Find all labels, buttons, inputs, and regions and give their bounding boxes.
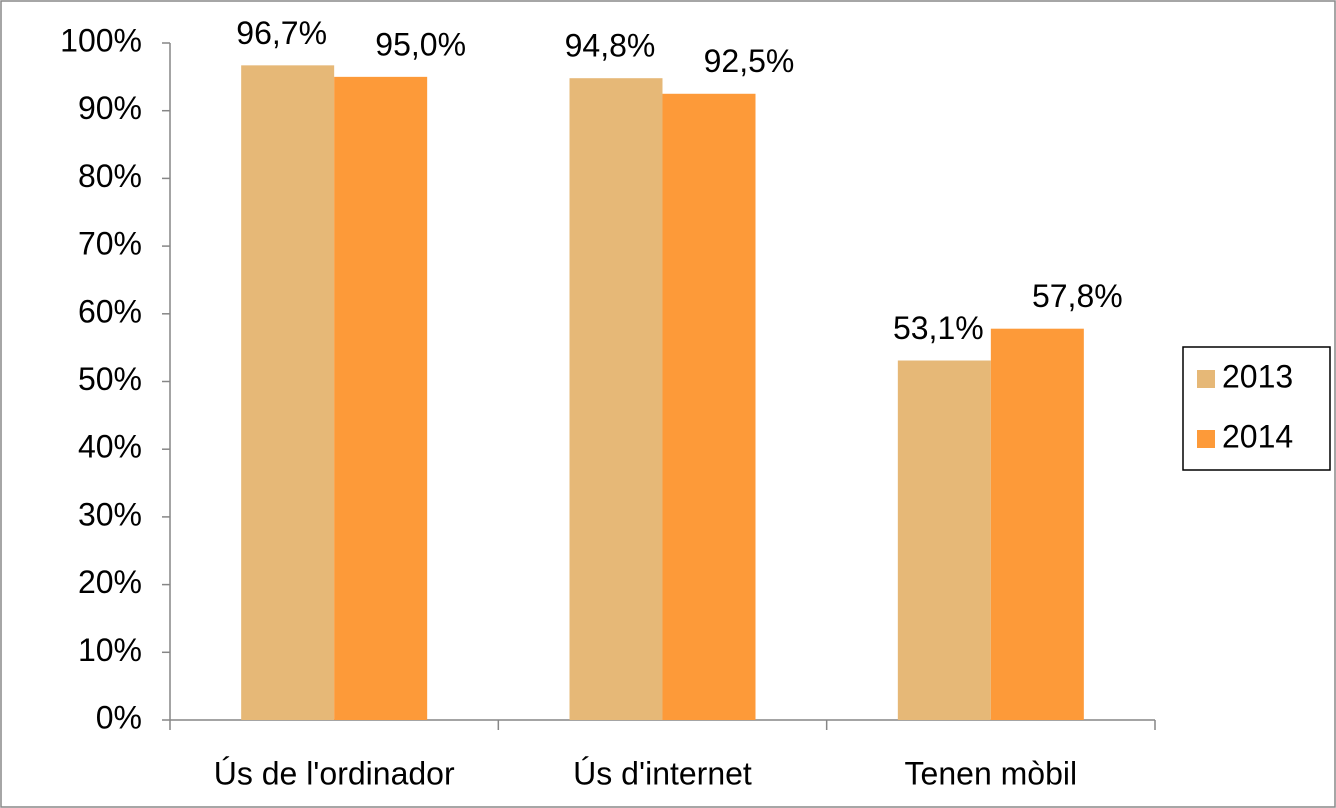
- legend-label: 2013: [1222, 358, 1293, 394]
- y-tick-label: 20%: [78, 564, 142, 600]
- legend: [1182, 346, 1331, 471]
- bar: [334, 76, 428, 721]
- y-tick-label: 50%: [78, 361, 142, 397]
- y-tick-label: 40%: [78, 429, 142, 465]
- legend-swatch: [1197, 430, 1215, 448]
- x-tick-label: Ús de l'ordinador: [214, 755, 455, 791]
- value-label: 94,8%: [565, 28, 656, 64]
- y-tick-label: 90%: [78, 90, 142, 126]
- value-label: 53,1%: [893, 310, 984, 346]
- value-label: 95,0%: [375, 26, 466, 62]
- bar: [662, 93, 756, 720]
- x-tick-label: Ús d'internet: [573, 755, 752, 791]
- y-tick-label: 100%: [60, 22, 142, 58]
- x-tick-label: Tenen mòbil: [905, 755, 1078, 791]
- y-tick-label: 80%: [78, 158, 142, 194]
- y-tick-label: 70%: [78, 226, 142, 262]
- bar: [241, 65, 335, 720]
- value-label: 57,8%: [1032, 278, 1123, 314]
- y-tick-label: 10%: [78, 632, 142, 668]
- legend-swatch: [1197, 370, 1215, 388]
- y-tick-label: 60%: [78, 293, 142, 329]
- bar: [990, 328, 1084, 720]
- y-tick-label: 0%: [96, 699, 142, 735]
- bar: [569, 78, 663, 721]
- value-label: 96,7%: [236, 15, 327, 51]
- value-label: 92,5%: [704, 43, 795, 79]
- y-tick-label: 30%: [78, 496, 142, 532]
- bar: [897, 360, 991, 720]
- legend-label: 2014: [1222, 418, 1293, 454]
